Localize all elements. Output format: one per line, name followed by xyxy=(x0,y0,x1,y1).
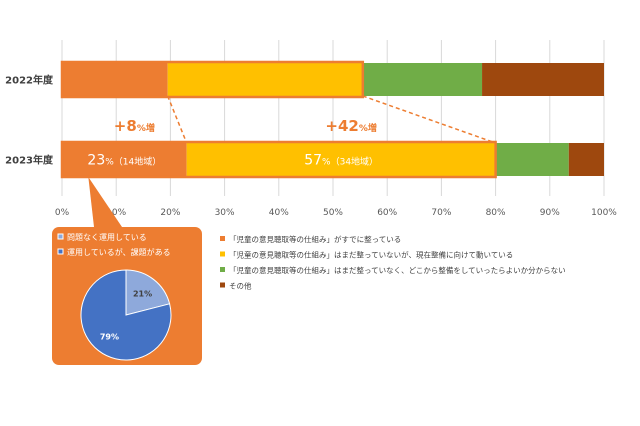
x-tick-label: 20% xyxy=(160,208,180,218)
bar-segment xyxy=(495,143,569,176)
legend-label: その他 xyxy=(229,281,252,291)
bar-segment xyxy=(568,143,604,176)
x-tick-label: 70% xyxy=(431,208,451,218)
annotation-unit: %増 xyxy=(359,122,377,134)
legend-label: 「児童の意見聴取等の仕組み」はまだ整っていなく、どこから整備をしていったらよいか… xyxy=(229,265,566,275)
legend-swatch xyxy=(220,267,225,272)
pie-legend-swatch xyxy=(57,233,64,240)
x-tick-label: 10% xyxy=(106,208,126,218)
x-tick-label: 50% xyxy=(323,208,343,218)
bar-segment xyxy=(62,143,187,176)
pie-slice-label: 79% xyxy=(100,332,119,341)
x-tick-label: 30% xyxy=(215,208,235,218)
pie-legend-label: 運用しているが、課題がある xyxy=(67,247,171,257)
bar-data-label-detail: （34地域） xyxy=(331,156,378,168)
bar-data-label-detail: （14地域） xyxy=(114,156,161,168)
pie-slice xyxy=(125,269,171,316)
highlight-box-2022 xyxy=(60,60,365,99)
increase-annotation: +42%増 xyxy=(325,117,376,135)
legend-label: 「児童の意見聴取等の仕組み」がすでに整っている xyxy=(229,234,401,244)
bar-data-label-pct: 23 xyxy=(87,153,105,169)
bar-segment xyxy=(186,143,496,176)
x-tick-label: 90% xyxy=(540,208,560,218)
bar-data-label: 23%（14地域） xyxy=(87,153,161,169)
legend-swatch xyxy=(220,251,225,257)
connector-line xyxy=(166,95,188,144)
connector-line xyxy=(362,95,496,144)
x-tick-label: 40% xyxy=(269,208,289,218)
pie-legend-label: 問題なく運用している xyxy=(67,233,147,242)
x-tick-label: 80% xyxy=(486,208,506,218)
highlight-box-2023 xyxy=(60,140,497,179)
legend-label: 「児童の意見聴取等の仕組み」はまだ整っていないが、現在整備に向けて動いている xyxy=(229,250,513,260)
bar-data-label: 57%（34地域） xyxy=(304,153,378,169)
annotation-unit: %増 xyxy=(137,122,155,134)
annotation-value: +42 xyxy=(325,117,358,135)
pie-slice xyxy=(80,269,172,361)
bar-segment xyxy=(167,63,363,96)
callout-pointer xyxy=(88,177,122,227)
bar-data-label-unit: % xyxy=(105,158,114,168)
x-tick-label: 0% xyxy=(55,208,70,218)
bar-data-label-unit: % xyxy=(322,158,331,168)
increase-annotation: +8%増 xyxy=(114,117,155,135)
category-label: 2022年度 xyxy=(5,74,54,87)
bar-segment xyxy=(362,63,483,96)
legend-swatch xyxy=(220,236,225,241)
bar-segment xyxy=(482,63,604,96)
x-tick-label: 100% xyxy=(591,208,617,218)
bar-segment xyxy=(62,63,168,96)
pie-slice-label: 21% xyxy=(133,290,152,299)
bar-data-label-pct: 57 xyxy=(304,153,322,169)
x-tick-label: 60% xyxy=(377,208,397,218)
category-label: 2023年度 xyxy=(5,154,54,167)
legend-swatch xyxy=(220,282,225,288)
annotation-value: +8 xyxy=(114,117,137,135)
pie-legend-swatch xyxy=(57,248,64,255)
